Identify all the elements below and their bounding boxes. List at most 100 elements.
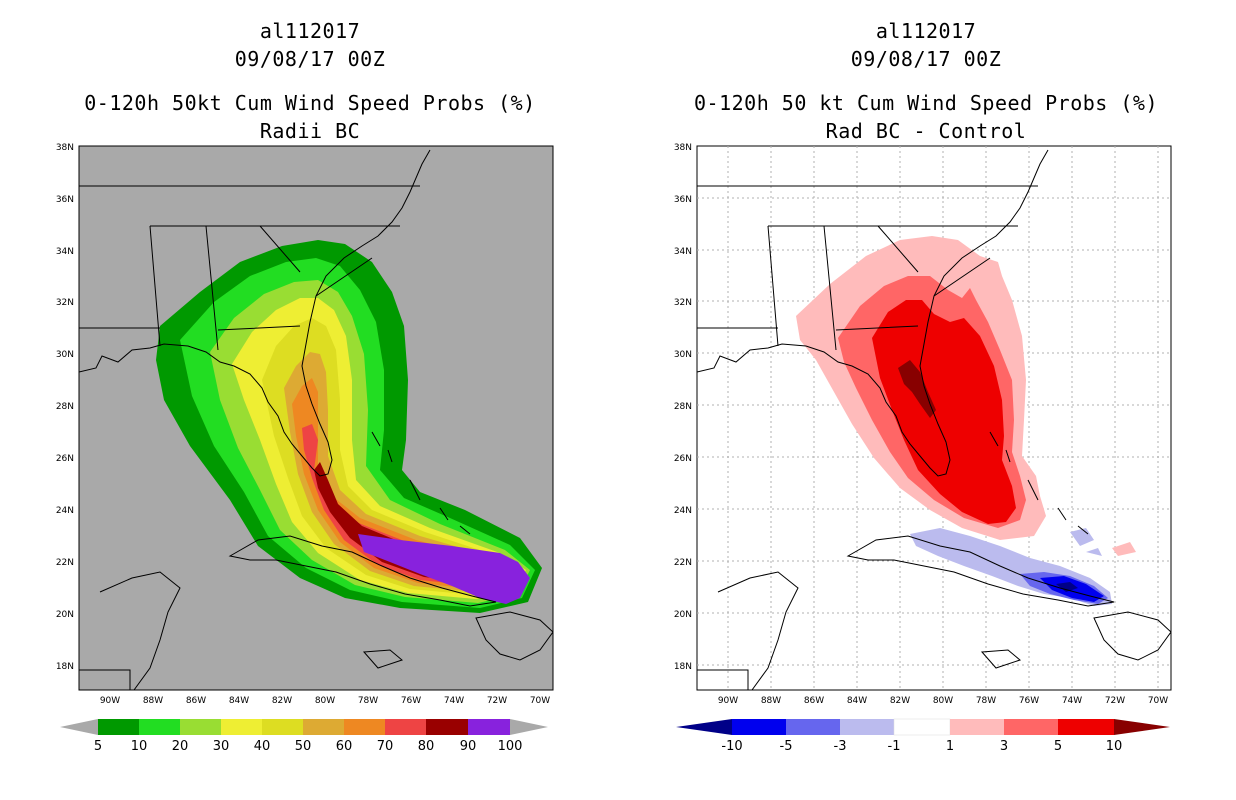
right-lon-label: 70W: [1148, 696, 1168, 706]
left-state-lines: [79, 185, 420, 351]
right-colorbar-label: -1: [888, 739, 901, 754]
right-lon-label: 74W: [1062, 696, 1082, 706]
left-colorbar-label: 20: [172, 739, 189, 754]
left-band-60: [292, 378, 518, 589]
right-lon-label: 88W: [761, 696, 781, 706]
right-band-pos3: [838, 276, 1026, 528]
left-colorbar-label: 100: [498, 739, 523, 754]
left-colorbar-over-arrow: [510, 719, 548, 735]
left-us-gulf-coast: [79, 149, 431, 477]
right-lat-label: 18N: [674, 662, 692, 672]
right-lon-label: 86W: [804, 696, 824, 706]
left-lat-label: 18N: [56, 662, 74, 672]
right-colorbar-swatch: [1058, 719, 1114, 735]
left-lat-label: 20N: [56, 610, 74, 620]
right-subtitle: Rad BC - Control: [825, 119, 1027, 143]
right-cuba: [846, 535, 1115, 607]
left-lon-label: 74W: [444, 696, 464, 706]
right-colorbar-label: 3: [1000, 739, 1008, 754]
right-title: 0-120h 50 kt Cum Wind Speed Probs (%): [693, 91, 1159, 115]
left-colorbar-swatch: [468, 719, 510, 735]
left-lon-axis: 90W 88W 86W 84W 82W 80W 78W 76W 74W 72W …: [100, 696, 550, 706]
right-gridlines: [697, 146, 1171, 690]
right-lat-label: 36N: [674, 195, 692, 205]
left-lon-label: 86W: [186, 696, 206, 706]
left-lat-label: 30N: [56, 350, 74, 360]
right-us-gulf-coast: [697, 149, 1049, 477]
left-lat-label: 38N: [56, 143, 74, 153]
left-storm-id: al112017: [259, 19, 361, 43]
right-colorbar-swatch: [893, 718, 951, 736]
left-colorbar-swatch: [344, 719, 385, 735]
left-lon-label: 72W: [487, 696, 507, 706]
right-colorbar-swatch: [840, 719, 894, 735]
left-band-10: [180, 258, 535, 608]
right-map-body: 38N 36N 34N 32N 30N 28N 26N 24N 22N 20N …: [674, 143, 1172, 706]
right-colorbar-label: -3: [834, 739, 847, 754]
right-lat-label: 26N: [674, 454, 692, 464]
left-title: 0-120h 50kt Cum Wind Speed Probs (%): [84, 91, 536, 115]
right-colorbar-swatch: [786, 719, 840, 735]
right-map-background: [696, 145, 1172, 691]
right-colorbar-swatch: [732, 719, 786, 735]
right-colorbar-label: -10: [721, 739, 742, 754]
right-band-neg10: [1056, 582, 1078, 592]
left-colorbar-swatch: [98, 719, 139, 735]
left-lon-label: 80W: [315, 696, 335, 706]
right-lon-label: 76W: [1019, 696, 1039, 706]
left-band-90: [358, 534, 530, 604]
right-band-neg3: [1020, 572, 1108, 604]
right-band-neg5: [1040, 576, 1104, 602]
right-band-neg1: [910, 528, 1112, 606]
right-colorbar-under-arrow: [676, 719, 732, 735]
left-lon-label: 90W: [100, 696, 120, 706]
right-colorbar-label: 1: [946, 739, 954, 754]
left-lat-label: 24N: [56, 506, 74, 516]
left-band-30: [232, 298, 526, 599]
right-lat-label: 32N: [674, 298, 692, 308]
right-colorbar-label: -5: [780, 739, 793, 754]
right-colorbar-label: 10: [1106, 739, 1123, 754]
left-colorbar-under-arrow: [60, 719, 98, 735]
right-lat-label: 38N: [674, 143, 692, 153]
left-lat-label: 26N: [56, 454, 74, 464]
left-colorbar-label: 90: [460, 739, 477, 754]
right-date: 09/08/17 00Z: [850, 47, 1002, 71]
right-lat-label: 20N: [674, 610, 692, 620]
left-bahamas: [371, 431, 471, 535]
left-lat-label: 22N: [56, 558, 74, 568]
left-coastlines: [79, 149, 553, 690]
left-band-50: [284, 352, 520, 592]
left-date: 09/08/17 00Z: [234, 47, 386, 71]
right-storm-id: al112017: [875, 19, 977, 43]
left-lon-label: 76W: [401, 696, 421, 706]
right-lat-label: 30N: [674, 350, 692, 360]
right-lon-axis: 90W 88W 86W 84W 82W 80W 78W 76W 74W 72W …: [718, 696, 1168, 706]
left-band-40: [262, 318, 522, 595]
left-colorbar-label: 70: [377, 739, 394, 754]
right-lat-label: 24N: [674, 506, 692, 516]
left-lon-label: 82W: [272, 696, 292, 706]
left-map-background: [78, 145, 554, 691]
right-coastlines: [697, 149, 1171, 690]
right-lat-label: 28N: [674, 402, 692, 412]
left-probability-field: [156, 240, 542, 613]
right-band-pos1: [796, 236, 1136, 556]
left-colorbar-swatch: [426, 719, 468, 735]
left-lat-label: 36N: [56, 195, 74, 205]
left-colorbar: 5 10 20 30 40 50 60 70 80 90 100: [60, 719, 548, 754]
left-hispaniola: [475, 611, 553, 661]
left-colorbar-swatch: [303, 719, 344, 735]
right-difference-field: [796, 236, 1136, 606]
right-lon-label: 82W: [890, 696, 910, 706]
left-lon-label: 70W: [530, 696, 550, 706]
left-colorbar-label: 60: [336, 739, 353, 754]
left-colorbar-label: 30: [213, 739, 230, 754]
left-lat-label: 34N: [56, 247, 74, 257]
left-colorbar-swatch: [139, 719, 180, 735]
right-lon-label: 72W: [1105, 696, 1125, 706]
right-hispaniola: [1093, 611, 1171, 661]
left-band-20: [210, 280, 530, 603]
right-jamaica: [980, 649, 1022, 669]
left-colorbar-swatch: [180, 719, 221, 735]
